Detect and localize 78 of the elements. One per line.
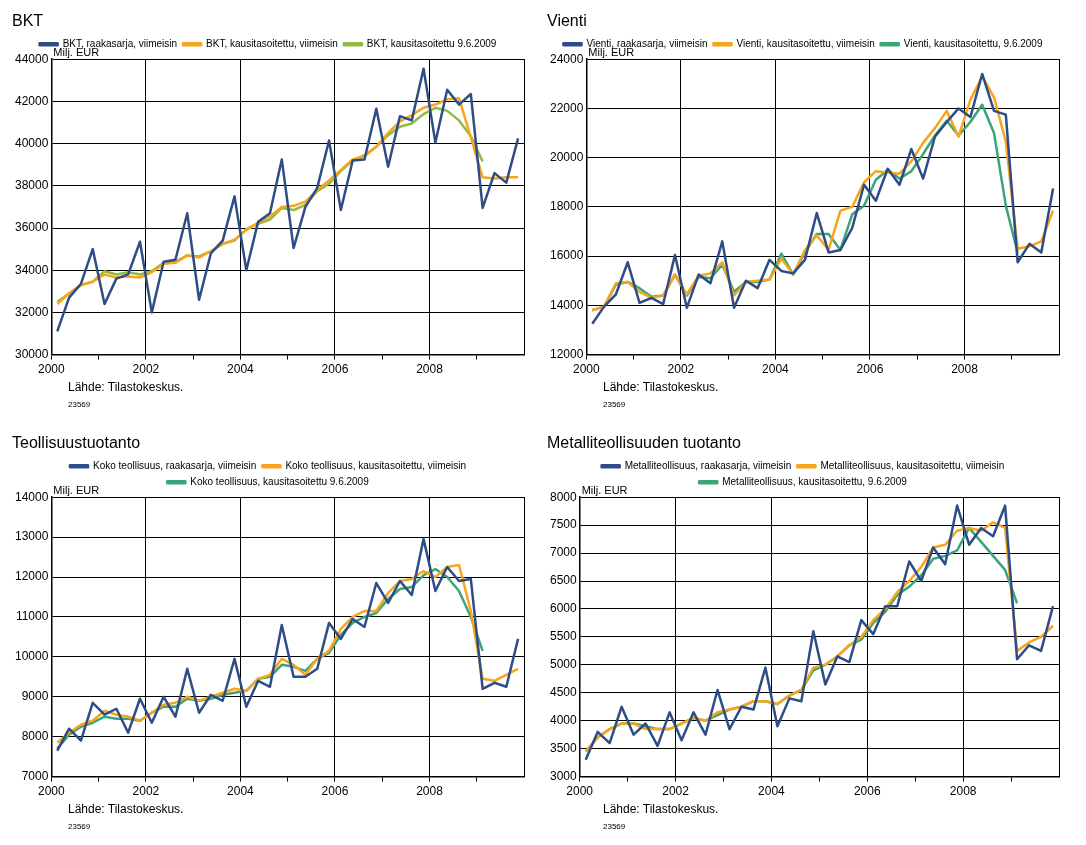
text: Lähde: Tilastokeskus. bbox=[68, 802, 185, 816]
legend-label: Metalliteollisuus, kausitasoitettu, viimeisin bbox=[820, 459, 1005, 471]
x-tick-label: 2008 bbox=[951, 362, 979, 377]
y-tick-label: 5500 bbox=[549, 629, 578, 644]
legend-label: Koko teollisuus, raakasarja, viimeisin bbox=[92, 459, 257, 471]
x-tick-label: 2002 bbox=[667, 362, 695, 377]
y-tick-label: 22000 bbox=[549, 100, 584, 115]
y-tick-label: 7000 bbox=[549, 545, 578, 560]
y-tick-label: 3000 bbox=[549, 768, 578, 783]
y-tick-label: 36000 bbox=[14, 220, 49, 235]
x-tick-label: 2006 bbox=[853, 784, 881, 799]
y-axis-title: Milj. EUR bbox=[581, 483, 628, 496]
x-tick-label: 2002 bbox=[132, 784, 160, 799]
legend-label: Metalliteollisuus, raakasarja, viimeisin bbox=[624, 459, 792, 471]
y-tick-label: 24000 bbox=[549, 51, 584, 66]
y-tick-label: 38000 bbox=[14, 178, 49, 193]
chart-title: BKT bbox=[12, 12, 44, 30]
x-tick-label: 2000 bbox=[38, 362, 66, 377]
y-tick-label: 4500 bbox=[549, 685, 578, 700]
chart-title: Vienti bbox=[547, 12, 587, 30]
x-tick-label: 2006 bbox=[856, 362, 884, 377]
legend-label: BKT, kausitasoitettu 9.6.2009 bbox=[366, 37, 497, 49]
text: 23569 bbox=[603, 822, 627, 831]
x-tick-label: 2008 bbox=[416, 784, 444, 799]
y-tick-label: 7500 bbox=[549, 517, 578, 532]
text: Lähde: Tilastokeskus. bbox=[603, 380, 720, 394]
x-tick-label: 2002 bbox=[662, 784, 690, 799]
y-tick-label: 30000 bbox=[14, 346, 49, 361]
y-tick-label: 18000 bbox=[549, 199, 584, 214]
y-tick-label: 13000 bbox=[14, 529, 49, 544]
x-tick-label: 2000 bbox=[566, 784, 594, 799]
legend-label: Metalliteollisuus, kausitasoitettu, 9.6.2009 bbox=[722, 475, 908, 487]
legend-label: Koko teollisuus, kausitasoitettu, viimeisin bbox=[285, 459, 467, 471]
x-tick-label: 2006 bbox=[321, 784, 349, 799]
x-tick-label: 2008 bbox=[949, 784, 977, 799]
x-tick-label: 2002 bbox=[132, 362, 160, 377]
chart-title: Metalliteollisuuden tuotanto bbox=[547, 434, 742, 452]
y-tick-label: 12000 bbox=[549, 346, 584, 361]
y-tick-label: 7000 bbox=[21, 768, 49, 783]
y-tick-label: 40000 bbox=[14, 135, 49, 150]
x-tick-label: 2004 bbox=[227, 362, 255, 377]
x-tick-label: 2004 bbox=[227, 784, 255, 799]
y-tick-label: 11000 bbox=[15, 609, 49, 624]
text: 23569 bbox=[68, 822, 92, 831]
y-tick-label: 14000 bbox=[549, 297, 584, 312]
y-tick-label: 8000 bbox=[21, 729, 49, 743]
y-tick-label: 16000 bbox=[549, 248, 584, 263]
y-tick-label: 20000 bbox=[549, 149, 584, 164]
text: 23569 bbox=[603, 400, 627, 409]
x-tick-label: 2004 bbox=[762, 362, 790, 377]
y-tick-label: 4000 bbox=[549, 713, 578, 728]
y-tick-label: 8000 bbox=[549, 489, 578, 504]
y-tick-label: 5000 bbox=[549, 657, 578, 672]
text: Lähde: Tilastokeskus. bbox=[68, 380, 185, 394]
y-tick-label: 6500 bbox=[549, 573, 578, 588]
x-tick-label: 2000 bbox=[38, 784, 66, 799]
y-axis-title: Milj. EUR bbox=[53, 483, 100, 496]
y-tick-label: 6000 bbox=[549, 601, 578, 616]
x-tick-label: 2004 bbox=[758, 784, 786, 799]
y-tick-label: 34000 bbox=[14, 262, 49, 277]
y-tick-label: 32000 bbox=[14, 304, 49, 319]
y-tick-label: 44000 bbox=[14, 51, 49, 66]
chart-title: Teollisuustuotanto bbox=[12, 434, 141, 452]
y-tick-label: 14000 bbox=[14, 489, 49, 504]
x-tick-label: 2006 bbox=[321, 362, 349, 377]
y-tick-label: 3500 bbox=[549, 740, 578, 755]
y-tick-label: 42000 bbox=[14, 93, 49, 108]
legend-label: Vienti, kausitasoitettu, viimeisin bbox=[736, 37, 875, 49]
y-tick-label: 9000 bbox=[21, 689, 49, 704]
legend-label: BKT, kausitasoitettu, viimeisin bbox=[206, 37, 338, 49]
x-tick-label: 2000 bbox=[573, 362, 601, 377]
legend-label: Vienti, kausitasoitettu, 9.6.2009 bbox=[903, 37, 1043, 49]
text: Lähde: Tilastokeskus. bbox=[603, 802, 720, 816]
x-tick-label: 2008 bbox=[416, 362, 444, 377]
text: 23569 bbox=[68, 400, 92, 409]
y-tick-label: 12000 bbox=[14, 569, 49, 584]
y-tick-label: 10000 bbox=[14, 649, 49, 664]
legend-label: Koko teollisuus, kausitasoitettu 9.6.2009 bbox=[190, 475, 370, 487]
